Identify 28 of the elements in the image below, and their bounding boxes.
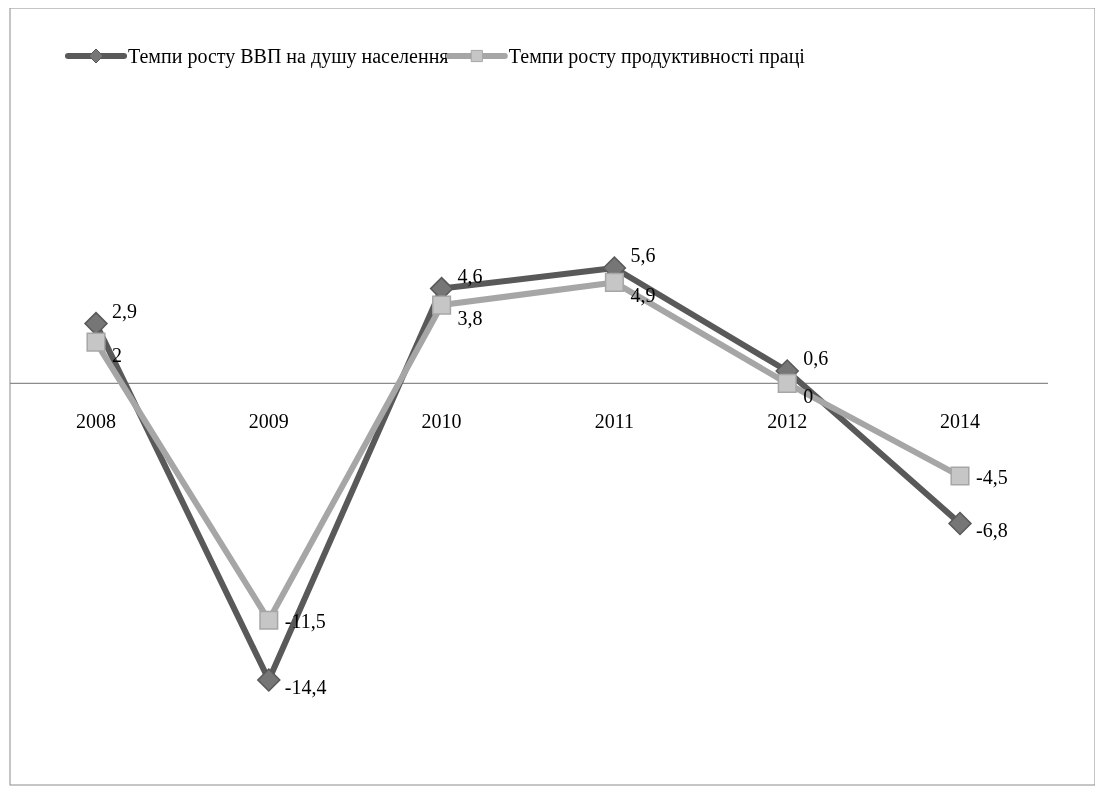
x-tick-label: 2008	[76, 410, 116, 433]
legend-label: Темпи росту продуктивності праці	[508, 45, 806, 68]
point	[259, 610, 279, 630]
point	[84, 311, 108, 336]
legend-label: Темпи росту ВВП на душу населення	[128, 45, 449, 68]
data-label: 2	[112, 344, 122, 367]
point	[777, 373, 797, 393]
x-tick-label: 2009	[248, 410, 289, 433]
data-label: 5,6	[630, 244, 656, 266]
point	[604, 272, 624, 292]
data-label: -4,5	[976, 466, 1008, 489]
point	[86, 332, 106, 352]
data-label: 2,9	[112, 299, 137, 322]
data-label: 0,6	[803, 347, 829, 369]
point	[950, 466, 970, 486]
data-label: 3,8	[457, 307, 483, 330]
x-tick-label: 2014	[940, 410, 980, 433]
point	[257, 668, 281, 692]
x-tick-label: 2011	[594, 410, 635, 433]
data-label: 4,9	[630, 284, 656, 307]
data-label: -14,4	[284, 676, 327, 698]
data-label: 0	[803, 385, 814, 408]
point	[432, 295, 452, 315]
data-label: -6,8	[976, 519, 1008, 542]
x-tick-label: 2010	[421, 410, 462, 433]
data-label: 4,6	[457, 264, 483, 287]
point	[948, 511, 972, 536]
x-tick-label: 2012	[767, 410, 808, 433]
